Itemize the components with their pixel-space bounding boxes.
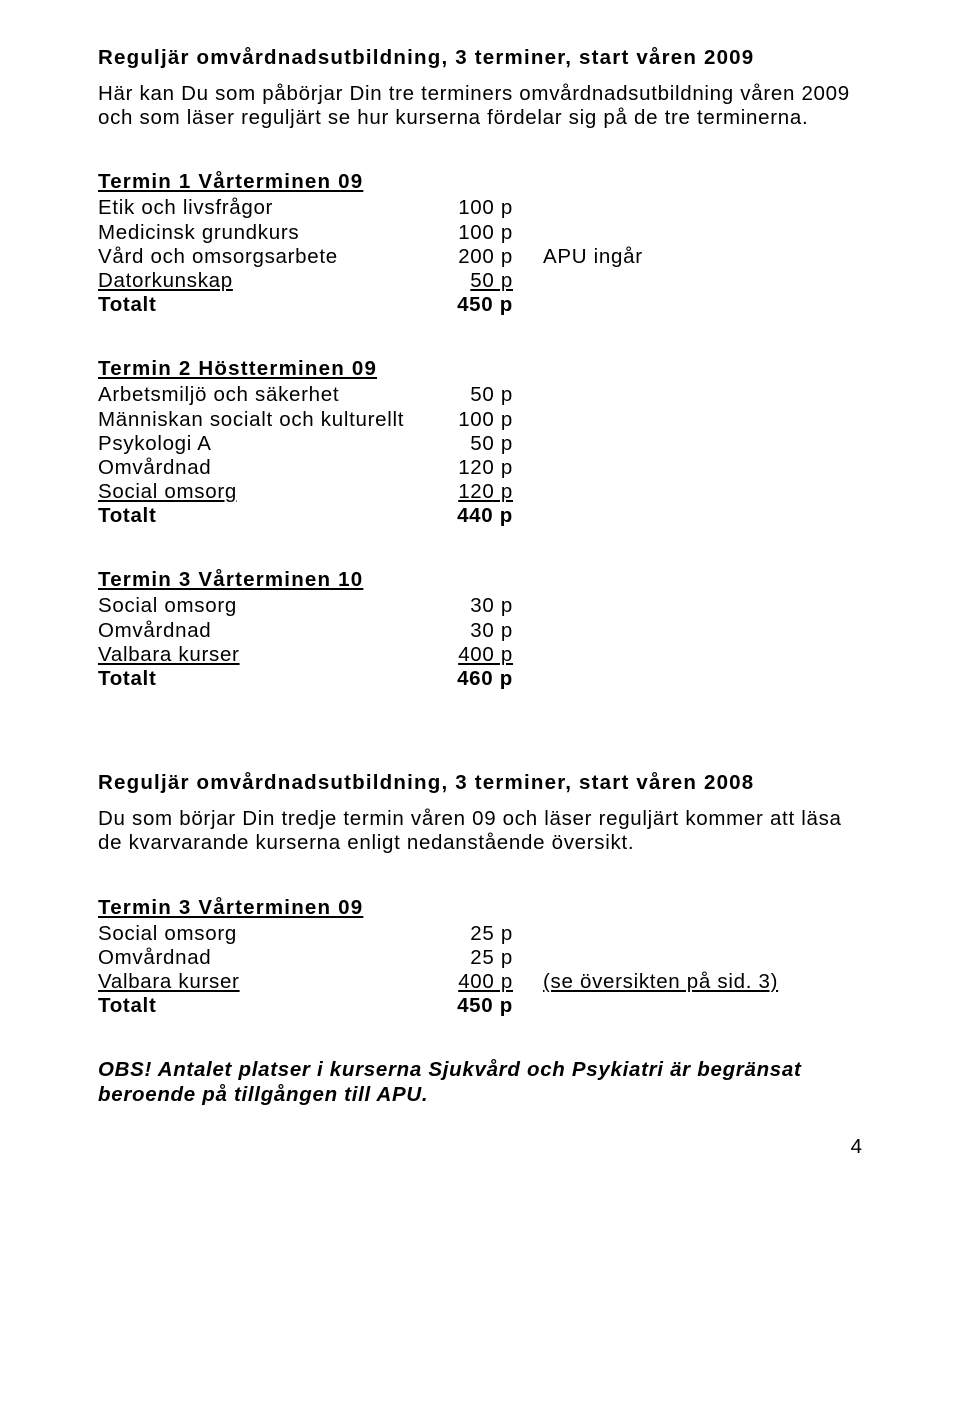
t2-r0-label: Arbetsmiljö och säkerhet [98,383,443,407]
t2-r2-val: 50 p [443,432,513,456]
t2-row: Arbetsmiljö och säkerhet 50 p [98,383,862,407]
termin-1-heading: Termin 1 Vårterminen 09 [98,170,862,194]
t1-r3-val: 50 p [443,269,513,293]
t3-row: Valbara kurser 400 p [98,643,862,667]
page-number: 4 [98,1135,862,1159]
t2-total: Totalt 440 p [98,504,862,528]
t3b-total-label: Totalt [98,994,443,1018]
t1-total-val: 450 p [443,293,513,317]
t1-row: Vård och omsorgsarbete 200 p APU ingår [98,245,862,269]
t2-r4-label: Social omsorg [98,480,443,504]
t3-row: Social omsorg 30 p [98,594,862,618]
t3b-row: Omvårdnad 25 p [98,946,862,970]
termin-3-heading: Termin 3 Vårterminen 10 [98,568,862,592]
t2-total-label: Totalt [98,504,443,528]
t3b-r2-note: (se översikten på sid. 3) [513,970,778,994]
t2-r1-val: 100 p [443,408,513,432]
t3b-r1-label: Omvårdnad [98,946,443,970]
t2-r2-label: Psykologi A [98,432,443,456]
obs-note: OBS! Antalet platser i kurserna Sjukvård… [98,1058,862,1106]
termin-3b-head-label: Termin 3 Vårterminen 09 [98,896,443,920]
termin-2-heading: Termin 2 Höstterminen 09 [98,357,862,381]
page: Reguljär omvårdnadsutbildning, 3 termine… [0,0,960,1199]
termin-3-head-label: Termin 3 Vårterminen 10 [98,568,443,592]
t2-r3-val: 120 p [443,456,513,480]
termin-3b-heading: Termin 3 Vårterminen 09 [98,896,862,920]
t3-r2-val: 400 p [443,643,513,667]
t1-r2-note: APU ingår [513,245,643,269]
title-1: Reguljär omvårdnadsutbildning, 3 termine… [98,46,862,70]
t1-r3-label: Datorkunskap [98,269,443,293]
t3b-row: Social omsorg 25 p [98,922,862,946]
termin-1-head-label: Termin 1 Vårterminen 09 [98,170,443,194]
t3-r0-label: Social omsorg [98,594,443,618]
t2-row: Människan socialt och kulturellt 100 p [98,408,862,432]
t3b-r0-label: Social omsorg [98,922,443,946]
t3-total-val: 460 p [443,667,513,691]
t3-total-label: Totalt [98,667,443,691]
t3-r2-label: Valbara kurser [98,643,443,667]
t3b-r1-val: 25 p [443,946,513,970]
t3-r0-val: 30 p [443,594,513,618]
obs-text: Antalet platser i kurserna Sjukvård och … [98,1058,802,1105]
t3-r1-label: Omvårdnad [98,619,443,643]
t2-row: Omvårdnad 120 p [98,456,862,480]
t3b-r0-val: 25 p [443,922,513,946]
t3b-total: Totalt 450 p [98,994,862,1018]
t3b-r2-val: 400 p [443,970,513,994]
t2-row: Social omsorg 120 p [98,480,862,504]
t1-total: Totalt 450 p [98,293,862,317]
t1-r1-label: Medicinsk grundkurs [98,221,443,245]
obs-prefix: OBS! [98,1058,152,1081]
t1-r0-val: 100 p [443,196,513,220]
t3b-row: Valbara kurser 400 p (se översikten på s… [98,970,862,994]
t3-row: Omvårdnad 30 p [98,619,862,643]
t2-r4-val: 120 p [443,480,513,504]
t2-row: Psykologi A 50 p [98,432,862,456]
t2-total-val: 440 p [443,504,513,528]
title-2: Reguljär omvårdnadsutbildning, 3 termine… [98,771,862,795]
intro-2: Du som börjar Din tredje termin våren 09… [98,807,862,855]
t2-r1-label: Människan socialt och kulturellt [98,408,443,432]
t3b-r2-label: Valbara kurser [98,970,443,994]
intro-1: Här kan Du som påbörjar Din tre terminer… [98,82,862,130]
t1-r2-val: 200 p [443,245,513,269]
t1-row: Datorkunskap 50 p [98,269,862,293]
t1-row: Etik och livsfrågor 100 p [98,196,862,220]
t2-r0-val: 50 p [443,383,513,407]
t3-total: Totalt 460 p [98,667,862,691]
t1-r0-label: Etik och livsfrågor [98,196,443,220]
t1-total-label: Totalt [98,293,443,317]
t1-r2-label: Vård och omsorgsarbete [98,245,443,269]
t2-r3-label: Omvårdnad [98,456,443,480]
t3-r1-val: 30 p [443,619,513,643]
t3b-total-val: 450 p [443,994,513,1018]
t1-row: Medicinsk grundkurs 100 p [98,221,862,245]
t1-r1-val: 100 p [443,221,513,245]
termin-2-head-label: Termin 2 Höstterminen 09 [98,357,443,381]
